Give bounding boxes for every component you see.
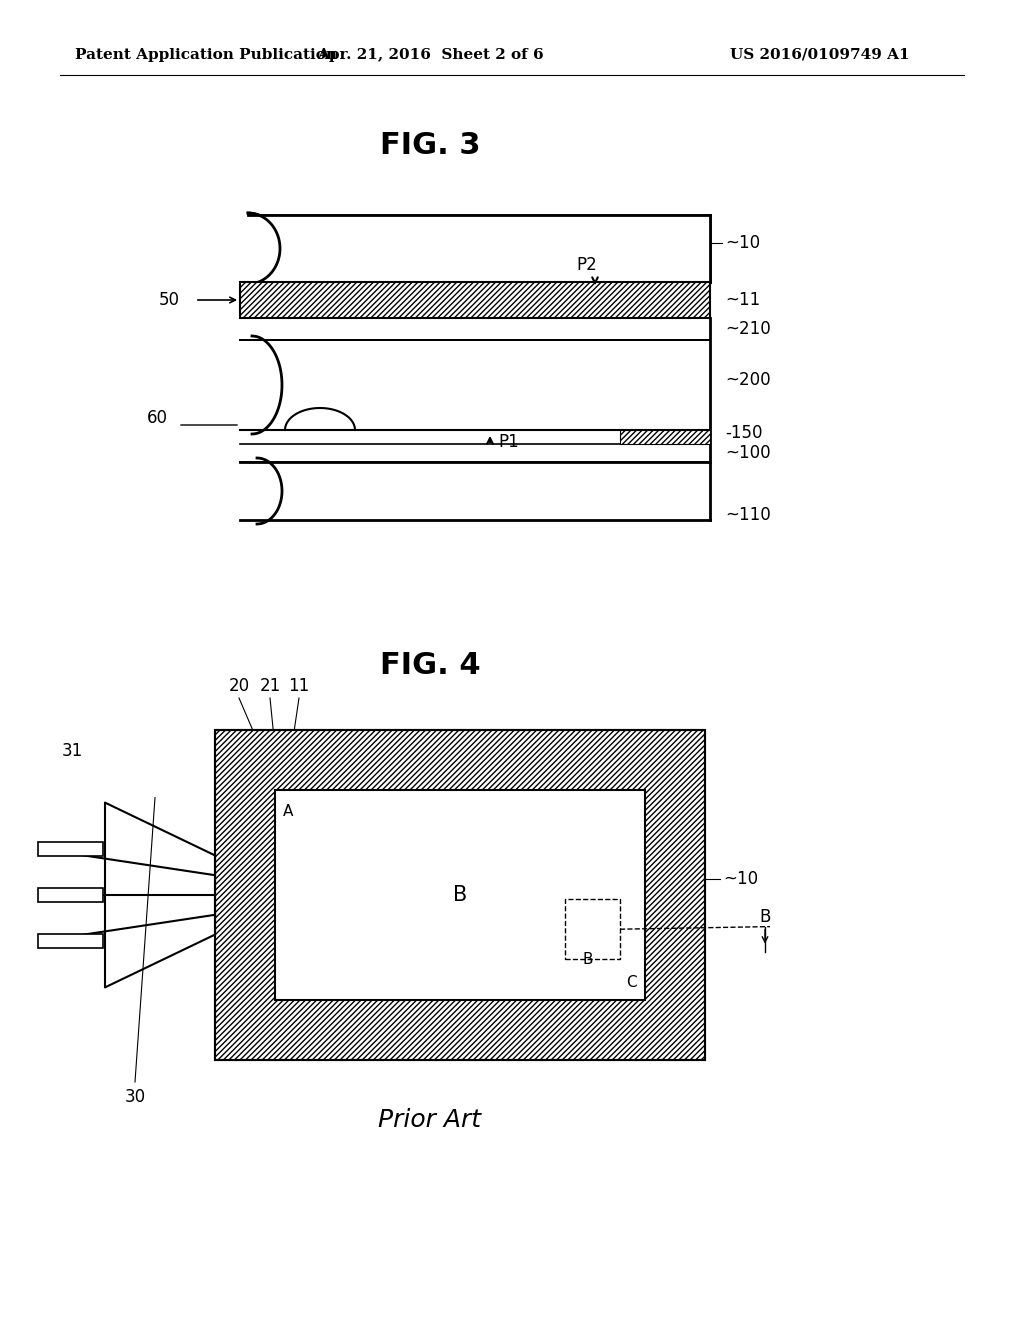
Text: P1: P1: [498, 433, 519, 451]
Bar: [275, 789, 645, 1001]
Polygon shape: [105, 803, 215, 987]
Text: B: B: [583, 952, 593, 968]
Text: ~100: ~100: [725, 444, 771, 462]
Text: ~10: ~10: [725, 234, 760, 252]
Text: A: A: [283, 804, 293, 818]
Bar: [215, 730, 705, 1060]
Bar: [215, 730, 705, 1060]
Bar: [215, 730, 705, 1060]
Bar: [38, 888, 103, 902]
Text: ~10: ~10: [723, 870, 758, 887]
Text: 31: 31: [61, 742, 83, 760]
Bar: [565, 899, 620, 960]
Text: ~110: ~110: [725, 506, 771, 524]
Text: US 2016/0109749 A1: US 2016/0109749 A1: [730, 48, 909, 62]
Text: Apr. 21, 2016  Sheet 2 of 6: Apr. 21, 2016 Sheet 2 of 6: [316, 48, 544, 62]
Bar: [38, 842, 103, 855]
Text: ~200: ~200: [725, 371, 771, 389]
Bar: [240, 282, 710, 318]
Text: Prior Art: Prior Art: [379, 1107, 481, 1133]
Text: -150: -150: [725, 424, 763, 442]
Text: 21: 21: [259, 677, 281, 696]
Text: ~11: ~11: [725, 290, 760, 309]
Text: B: B: [760, 908, 771, 925]
Text: FIG. 4: FIG. 4: [380, 651, 480, 680]
Text: C: C: [627, 975, 637, 990]
Text: 20: 20: [228, 677, 250, 696]
Text: 30: 30: [125, 1088, 146, 1106]
Text: 50: 50: [159, 290, 180, 309]
Text: 11: 11: [289, 677, 309, 696]
Bar: [38, 935, 103, 948]
Bar: [620, 430, 710, 444]
Text: FIG. 3: FIG. 3: [380, 131, 480, 160]
Text: 60: 60: [147, 409, 168, 426]
Text: B: B: [453, 884, 467, 906]
Text: Patent Application Publication: Patent Application Publication: [75, 48, 337, 62]
Text: P2: P2: [577, 256, 597, 275]
Text: ~210: ~210: [725, 319, 771, 338]
